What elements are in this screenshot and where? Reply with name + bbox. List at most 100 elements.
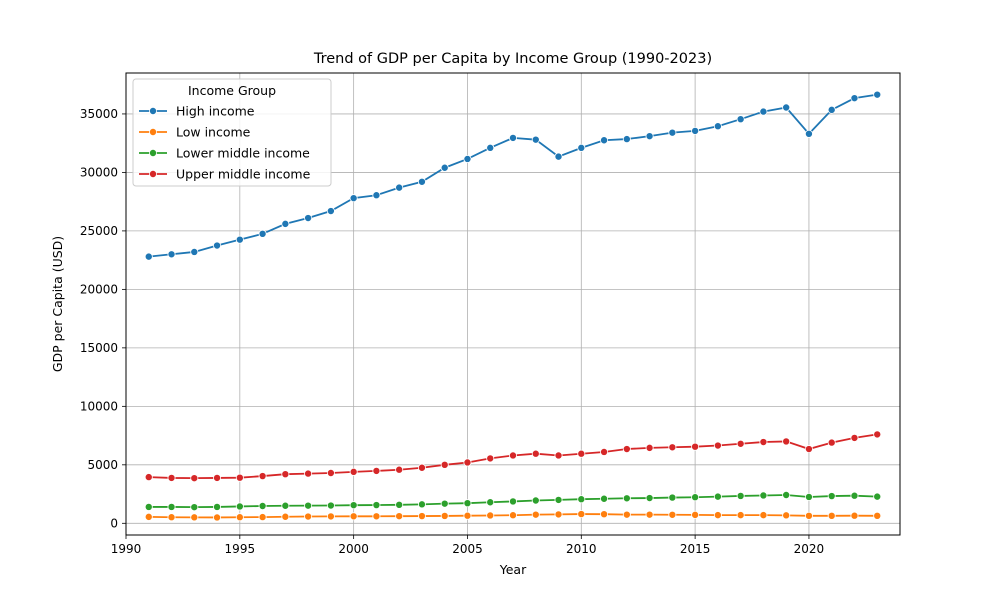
data-point (554, 451, 563, 460)
data-point (554, 510, 563, 519)
data-point (691, 442, 700, 451)
data-point (144, 502, 153, 511)
data-point (258, 501, 267, 510)
y-tick-label: 35000 (80, 107, 118, 121)
data-point (668, 493, 677, 502)
data-point (804, 445, 813, 454)
data-point (304, 501, 313, 510)
legend-item: Lower middle income (139, 146, 310, 161)
data-point (691, 493, 700, 502)
data-point (235, 502, 244, 511)
x-axis-label: Year (499, 562, 527, 577)
data-point (645, 494, 654, 503)
data-point (668, 510, 677, 519)
data-point (417, 500, 426, 509)
legend-box (132, 78, 332, 187)
y-tick-label: 15000 (80, 341, 118, 355)
data-point (326, 512, 335, 521)
data-point (395, 500, 404, 509)
data-point (531, 135, 540, 144)
series-low-income (144, 510, 882, 522)
legend-marker (148, 148, 157, 157)
data-point (782, 437, 791, 446)
data-point (144, 473, 153, 482)
data-point (463, 154, 472, 163)
data-point (577, 495, 586, 504)
data-point (167, 473, 176, 482)
data-point (167, 502, 176, 511)
data-point (486, 143, 495, 152)
data-point (440, 460, 449, 469)
y-tick-label: 20000 (80, 282, 118, 296)
data-point (395, 465, 404, 474)
data-point (713, 511, 722, 520)
data-point (713, 441, 722, 450)
legend-title: Income Group (188, 83, 276, 98)
data-point (759, 491, 768, 500)
data-point (645, 510, 654, 519)
data-point (349, 467, 358, 476)
x-tick-label: 2000 (338, 542, 369, 556)
data-point (600, 447, 609, 456)
series-high-income (144, 90, 882, 261)
data-point (759, 438, 768, 447)
y-axis-ticks: 0 5000 10000 15000 20000 25000 30000 35000 (80, 107, 126, 530)
y-tick-label: 30000 (80, 165, 118, 179)
data-point (281, 501, 290, 510)
data-point (622, 510, 631, 519)
data-point (440, 511, 449, 520)
x-tick-label: 1995 (225, 542, 256, 556)
data-point (372, 501, 381, 510)
legend-label: Low income (176, 125, 251, 140)
data-point (691, 510, 700, 519)
data-point (600, 136, 609, 145)
data-point (622, 445, 631, 454)
x-tick-label: 1990 (111, 542, 142, 556)
data-point (326, 207, 335, 216)
data-point (349, 194, 358, 203)
data-point (691, 126, 700, 135)
data-point (349, 512, 358, 521)
data-point (508, 133, 517, 142)
data-point (144, 512, 153, 521)
data-point (258, 229, 267, 238)
data-point (622, 494, 631, 503)
x-axis-ticks: 1990 1995 2000 2005 2010 2015 2020 (111, 535, 824, 556)
data-point (326, 501, 335, 510)
legend-item: Low income (139, 125, 251, 140)
data-point (349, 501, 358, 510)
legend: Income Group High income Low income Lower … (132, 78, 332, 187)
data-point (782, 490, 791, 499)
data-point (326, 469, 335, 478)
data-point (873, 492, 882, 501)
data-point (782, 511, 791, 520)
data-point (372, 512, 381, 521)
series-lower-middle-income (144, 490, 882, 512)
data-point (440, 499, 449, 508)
data-point (167, 513, 176, 522)
x-tick-label: 2015 (680, 542, 711, 556)
data-point (645, 443, 654, 452)
data-point (782, 103, 791, 112)
data-point (713, 122, 722, 131)
data-point (600, 494, 609, 503)
x-tick-label: 2005 (452, 542, 483, 556)
legend-items: High income Low income Lower middle income… (139, 104, 311, 182)
data-point (827, 511, 836, 520)
data-point (190, 503, 199, 512)
data-point (850, 511, 859, 520)
data-point (486, 511, 495, 520)
data-point (463, 499, 472, 508)
y-tick-label: 5000 (87, 458, 118, 472)
data-point (508, 497, 517, 506)
data-point (213, 502, 222, 511)
data-point (804, 492, 813, 501)
data-point (486, 454, 495, 463)
data-point (827, 492, 836, 501)
data-point (281, 219, 290, 228)
data-point (417, 177, 426, 186)
data-point (213, 513, 222, 522)
data-point (736, 511, 745, 520)
data-point (190, 247, 199, 256)
data-point (759, 511, 768, 520)
